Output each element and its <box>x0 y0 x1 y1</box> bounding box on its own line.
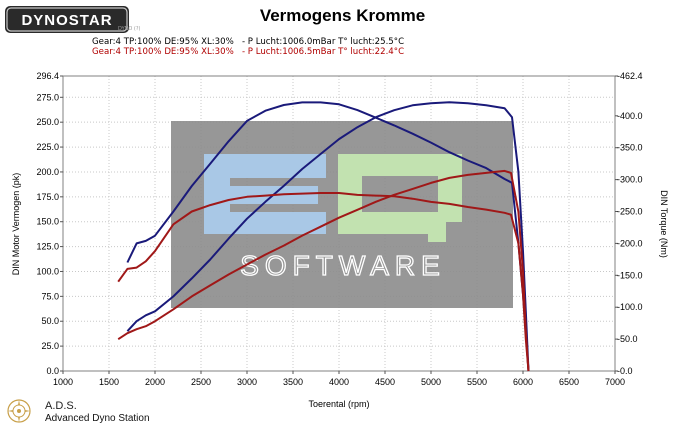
dynostar-logo: DYNOSTAR <box>5 6 129 33</box>
y2-tick-label: -250.0 <box>617 207 643 217</box>
chart-title: Vermogens Kromme <box>259 6 426 25</box>
x-tick-label: 3000 <box>237 377 257 387</box>
x-tick-label: 3500 <box>283 377 303 387</box>
y-right-axis-ticks: -462.4 -400.0 -350.0 -300.0 -250.0 -200.0 -150… <box>615 71 643 376</box>
x-tick-label: 4000 <box>329 377 349 387</box>
x-tick-label: 7000 <box>605 377 625 387</box>
footer-name: Advanced Dyno Station <box>45 413 150 424</box>
footer-abbreviation: A.D.S. <box>45 400 77 412</box>
x-tick-label: 1500 <box>99 377 119 387</box>
y2-tick-label: -200.0 <box>617 238 643 248</box>
y-tick-label: 275.0 <box>36 92 59 102</box>
x-tick-label: 4500 <box>375 377 395 387</box>
y-tick-label: 175.0 <box>36 192 59 202</box>
series-run1-power <box>126 101 530 372</box>
y2-tick-label: -100.0 <box>617 302 643 312</box>
y-tick-label: 225.0 <box>36 142 59 152</box>
x-axis-label: Toerental (rpm) <box>308 399 369 409</box>
svg-text:DYNOSTAR: DYNOSTAR <box>21 12 112 29</box>
eq-software-watermark: SOFTWARE <box>171 121 513 308</box>
run1-info: Gear:4 TP:100% DE:95% XL:30% - P Lucht:1… <box>92 37 405 47</box>
y-tick-label: 200.0 <box>36 167 59 177</box>
y-tick-label: 0.0 <box>46 366 59 376</box>
y-tick-label: 250.0 <box>36 117 59 127</box>
logo-subtext: DYNO (?) <box>118 26 141 32</box>
run2-info: Gear:4 TP:100% DE:95% XL:30% - P Lucht:1… <box>92 47 405 57</box>
y2-tick-label: -400.0 <box>617 111 643 121</box>
y-tick-label: 150.0 <box>36 217 59 227</box>
y-right-axis-label: DIN Torque (Nm) <box>659 190 669 258</box>
watermark-q-letter <box>338 154 462 242</box>
y2-tick-label: -0.0 <box>617 366 633 376</box>
series-run2-power <box>117 169 530 372</box>
watermark-software-text: SOFTWARE <box>240 250 446 281</box>
y-tick-label: 296.4 <box>36 71 59 81</box>
x-tick-label: 2000 <box>145 377 165 387</box>
y-left-axis-ticks: 296.4 275.0 250.0 225.0 200.0 175.0 150.0 125.0… <box>36 71 63 376</box>
y2-tick-label: -150.0 <box>617 270 643 280</box>
y-tick-label: 100.0 <box>36 266 59 276</box>
series-run1-torque <box>126 101 530 372</box>
x-tick-label: 6000 <box>513 377 533 387</box>
x-tick-label: 5500 <box>467 377 487 387</box>
x-tick-label: 1000 <box>53 377 73 387</box>
y-tick-label: 125.0 <box>36 242 59 252</box>
y-tick-label: 50.0 <box>41 316 59 326</box>
y2-tick-label: -300.0 <box>617 175 643 185</box>
y-tick-label: 75.0 <box>41 291 59 301</box>
y2-tick-label: -50.0 <box>617 334 638 344</box>
y2-tick-label: -350.0 <box>617 143 643 153</box>
x-tick-label: 2500 <box>191 377 211 387</box>
x-axis-ticks: 1000 1500 2000 2500 3000 3500 4000 4500 5000 5500… <box>53 371 625 387</box>
x-tick-label: 5000 <box>421 377 441 387</box>
series-layer <box>117 101 530 372</box>
y-tick-label: 25.0 <box>41 341 59 351</box>
y-left-axis-label: DIN Motor Vermogen (pk) <box>11 173 21 276</box>
x-tick-label: 6500 <box>559 377 579 387</box>
ads-emblem-icon <box>7 399 31 423</box>
y2-tick-label: -462.4 <box>617 71 643 81</box>
series-run2-torque <box>117 192 530 372</box>
